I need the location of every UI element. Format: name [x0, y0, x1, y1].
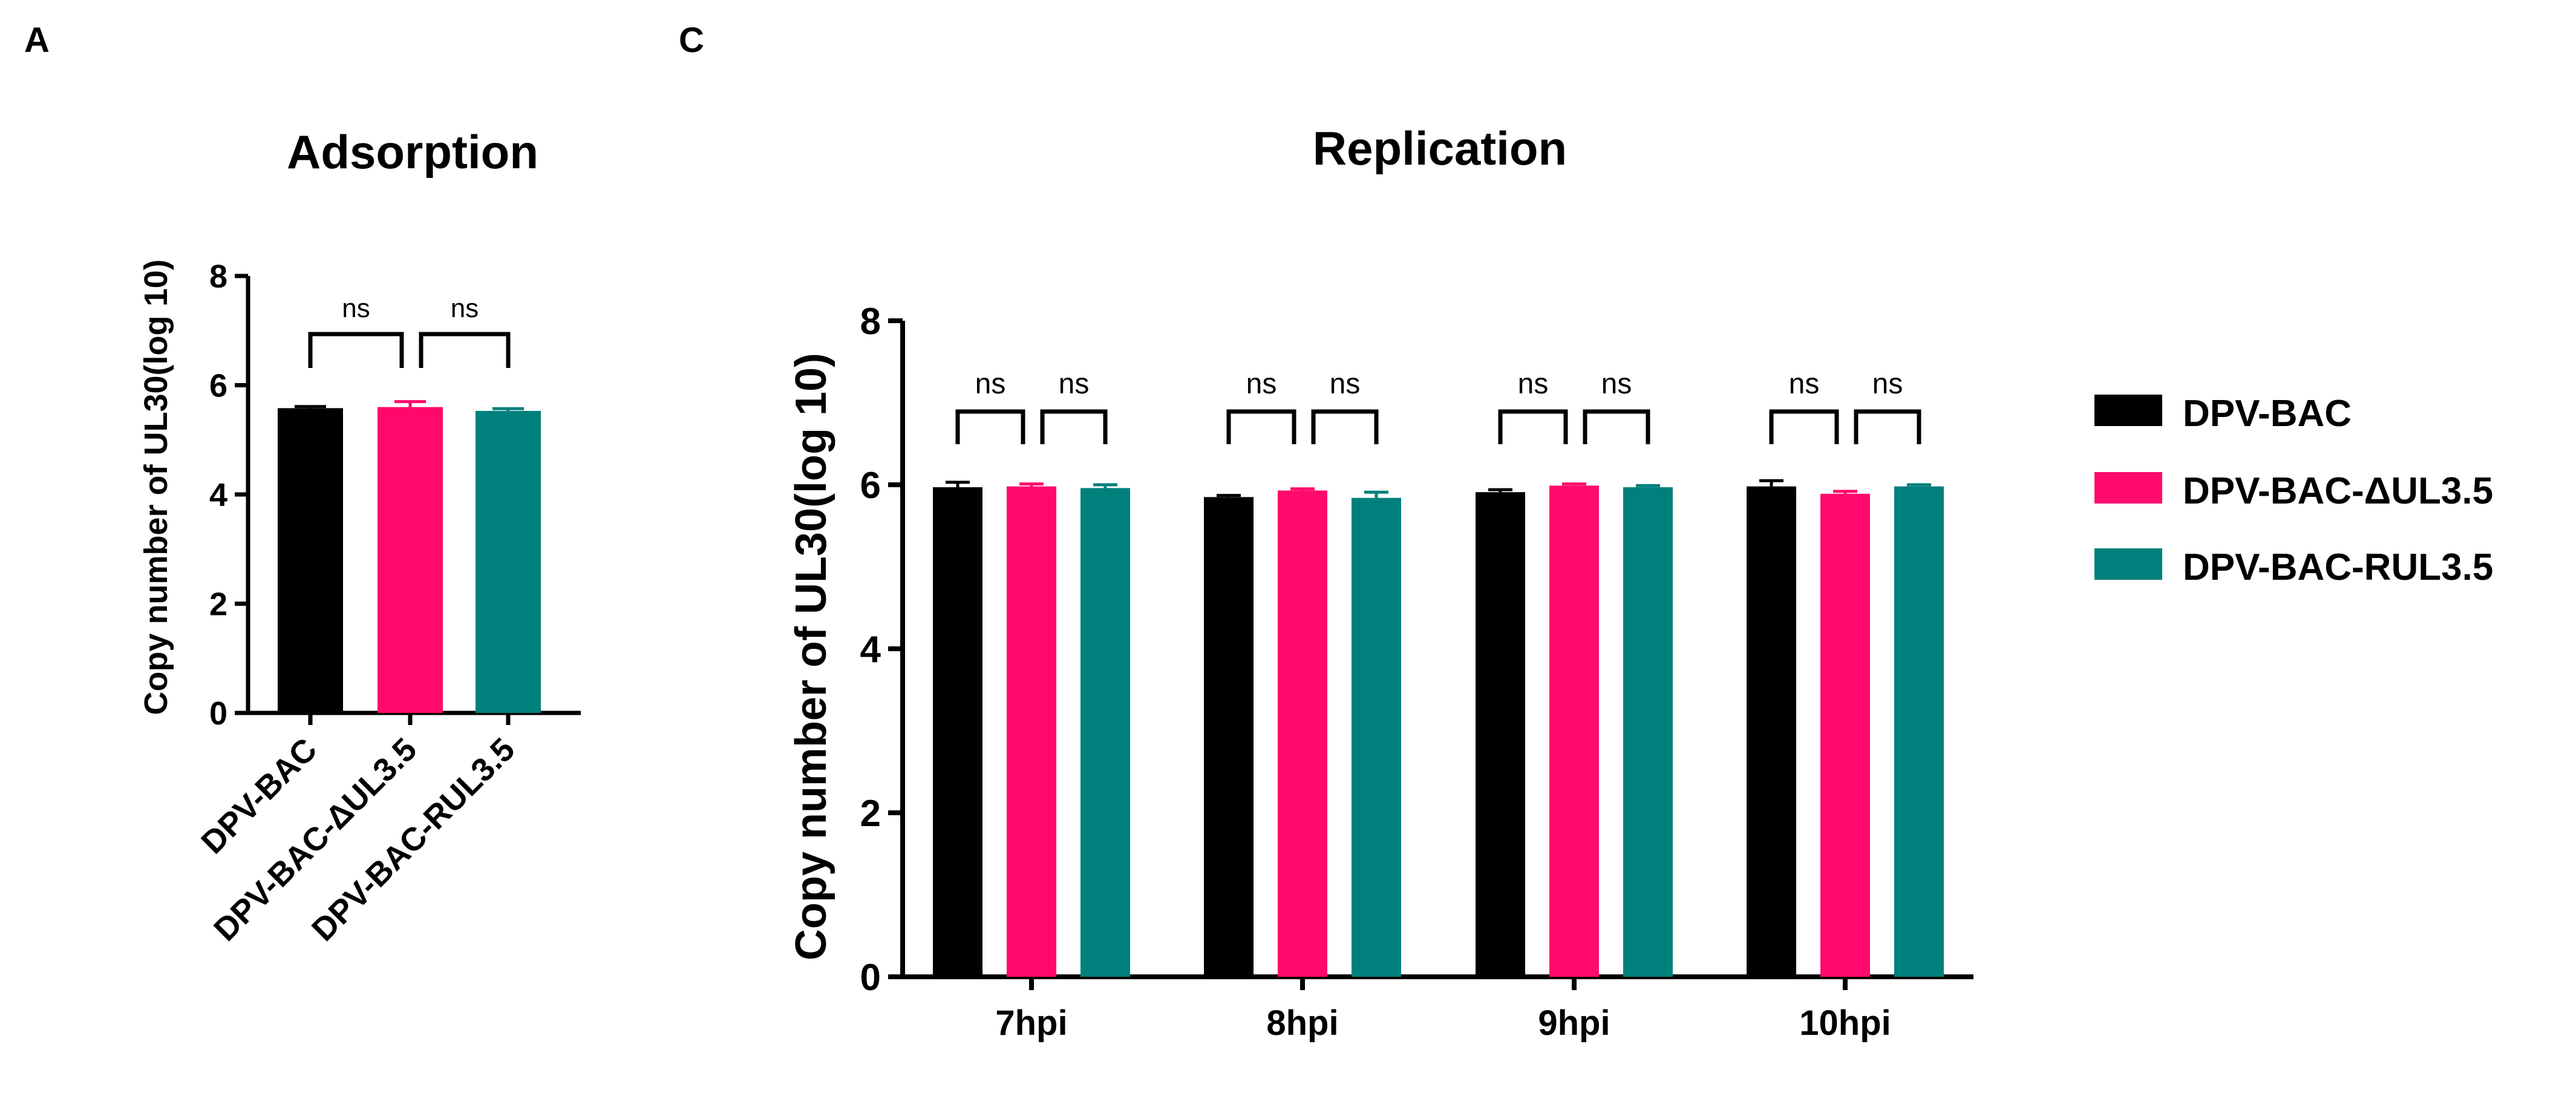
adsorption-significance-bracket	[308, 332, 404, 368]
replication-significance-bracket	[955, 409, 1025, 444]
panel-a-letter: A	[24, 21, 50, 60]
replication-bar-dpv-bac-rul3-5-7hpi	[1080, 488, 1130, 977]
adsorption-bar-dpv-bac	[278, 408, 343, 713]
legend-swatch-dpv-bac-delta-ul3-5	[2094, 472, 2162, 504]
adsorption-significance-label: ns	[451, 294, 479, 323]
adsorption-bar-dpv-bac-rul3-5	[476, 410, 541, 713]
replication-significance-bracket	[1854, 409, 1921, 444]
replication-chart-title: Replication	[1313, 122, 1567, 175]
replication-y-axis-title: Copy number of UL30(log 10)	[787, 353, 835, 960]
replication-bar-dpv-bac-deltaul3-5-10hpi	[1820, 493, 1870, 977]
adsorption-y-axis-title: Copy number of UL30(log 10)	[138, 259, 174, 715]
replication-x-tick-label-7hpi: 7hpi	[995, 1003, 1067, 1043]
replication-bar-dpv-bac-deltaul3-5-8hpi	[1278, 490, 1327, 977]
replication-significance-bracket	[1040, 409, 1108, 444]
replication-bar-dpv-bac-9hpi	[1476, 492, 1525, 977]
replication-bar-dpv-bac-rul3-5-9hpi	[1623, 487, 1673, 977]
replication-significance-label: ns	[1601, 368, 1632, 400]
replication-significance-label: ns	[1246, 368, 1277, 400]
replication-significance-bracket	[1498, 409, 1568, 444]
panel-c-letter: C	[679, 21, 704, 60]
adsorption-significance-bracket	[419, 332, 511, 368]
adsorption-bar-dpv-bac-deltaul3-5	[378, 407, 443, 713]
adsorption-plot-area: 02468DPV-BACDPV-BAC-ΔUL3.5DPV-BAC-RUL3.5…	[194, 258, 581, 948]
replication-y-tick-label: 6	[860, 465, 881, 507]
replication-y-tick-label: 4	[860, 629, 881, 671]
replication-y-tick-label: 0	[860, 957, 881, 999]
adsorption-y-tick-label: 0	[209, 695, 227, 732]
adsorption-y-tick-label: 8	[209, 258, 227, 295]
adsorption-y-tick-label: 4	[209, 477, 227, 513]
replication-significance-bracket	[1311, 409, 1379, 444]
adsorption-y-tick-label: 2	[209, 586, 227, 623]
adsorption-y-tick-label: 6	[209, 368, 227, 404]
replication-significance-bracket	[1583, 409, 1650, 444]
replication-significance-label: ns	[1872, 368, 1903, 400]
replication-bar-dpv-bac-7hpi	[933, 487, 982, 977]
replication-plot-area: 0 2 4 6 8 7hpi ns ns 8hpi ns ns 9hpi ns ns 10hpi ns ns	[860, 301, 1973, 1043]
replication-bar-dpv-bac-rul3-5-10hpi	[1894, 486, 1944, 977]
replication-y-tick-label: 2	[860, 793, 881, 835]
replication-x-tick-label-10hpi: 10hpi	[1799, 1003, 1891, 1043]
replication-bar-dpv-bac-deltaul3-5-7hpi	[1007, 486, 1056, 977]
replication-significance-label: ns	[1518, 368, 1549, 400]
replication-significance-bracket	[1226, 409, 1296, 444]
adsorption-significance-label: ns	[342, 294, 370, 323]
replication-x-tick-label-9hpi: 9hpi	[1538, 1003, 1610, 1043]
replication-y-tick-label: 8	[860, 301, 881, 343]
legend: DPV-BAC DPV-BAC-ΔUL3.5 DPV-BAC-RUL3.5	[2094, 393, 2493, 588]
replication-x-tick-label-8hpi: 8hpi	[1266, 1003, 1338, 1043]
replication-bar-dpv-bac-10hpi	[1747, 486, 1796, 977]
legend-label-dpv-bac: DPV-BAC	[2183, 393, 2352, 435]
replication-bar-dpv-bac-deltaul3-5-9hpi	[1549, 485, 1599, 977]
legend-label-dpv-bac-rul3-5: DPV-BAC-RUL3.5	[2183, 546, 2493, 588]
adsorption-chart-title: Adsorption	[287, 125, 538, 179]
legend-label-dpv-bac-delta-ul3-5: DPV-BAC-ΔUL3.5	[2183, 470, 2493, 512]
replication-significance-label: ns	[975, 368, 1006, 400]
legend-swatch-dpv-bac	[2094, 395, 2162, 426]
legend-swatch-dpv-bac-rul3-5	[2094, 548, 2162, 580]
adsorption-panel: A Adsorption Copy number of UL30(log 10)…	[24, 21, 581, 948]
replication-significance-label: ns	[1789, 368, 1820, 400]
replication-significance-label: ns	[1059, 368, 1090, 400]
replication-significance-label: ns	[1330, 368, 1361, 400]
replication-bar-dpv-bac-8hpi	[1204, 497, 1254, 977]
replication-bar-dpv-bac-rul3-5-8hpi	[1352, 497, 1401, 977]
replication-significance-bracket	[1769, 409, 1839, 444]
replication-panel: C Replication Copy number of UL30(log 10…	[679, 21, 1973, 1043]
